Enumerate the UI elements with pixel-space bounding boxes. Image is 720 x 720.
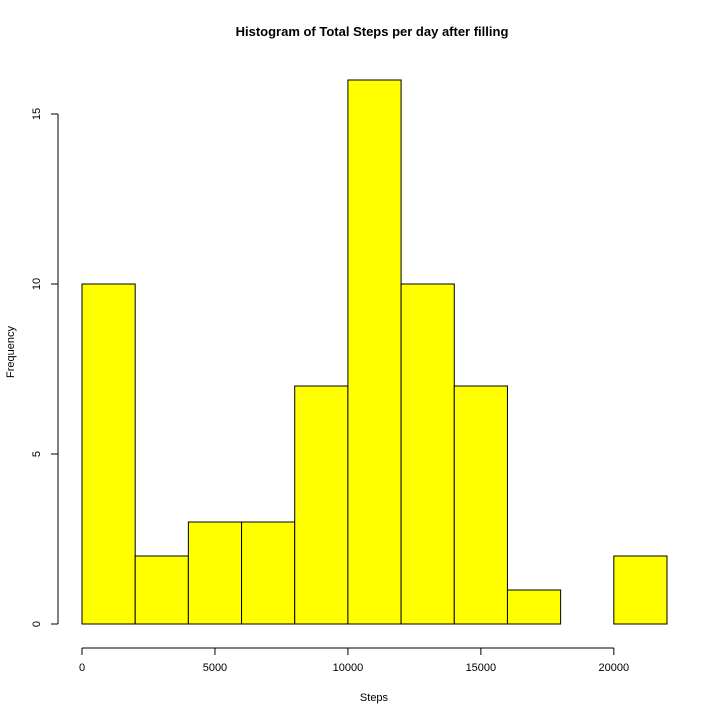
histogram-bar	[347, 79, 402, 625]
histogram-bar	[613, 555, 668, 625]
x-axis-label: Steps	[360, 692, 389, 704]
y-axis-label: Frequency	[5, 326, 17, 378]
histogram-bar	[81, 283, 136, 625]
y-axis: 0 5 10 15	[31, 108, 59, 627]
x-tick-label: 15000	[466, 662, 497, 674]
x-tick-label: 0	[79, 662, 85, 674]
histogram-bar	[506, 589, 562, 625]
y-tick-label: 5	[31, 451, 43, 457]
x-tick-label: 5000	[203, 662, 227, 674]
x-tick-label: 20000	[599, 662, 630, 674]
histogram-bar	[187, 521, 243, 625]
histogram-bar	[241, 521, 296, 625]
histogram-bar	[453, 385, 508, 625]
chart-title: Histogram of Total Steps per day after f…	[236, 24, 509, 39]
histogram-bar	[400, 283, 455, 625]
x-axis: 0 5000 10000 15000 20000	[79, 647, 630, 674]
histogram-bar	[294, 385, 349, 625]
y-tick-label: 0	[31, 621, 43, 627]
histogram-bar	[134, 555, 189, 625]
bars-group	[81, 79, 668, 625]
y-tick-label: 10	[31, 278, 43, 290]
x-tick-label: 10000	[333, 662, 364, 674]
y-tick-label: 15	[31, 108, 43, 120]
